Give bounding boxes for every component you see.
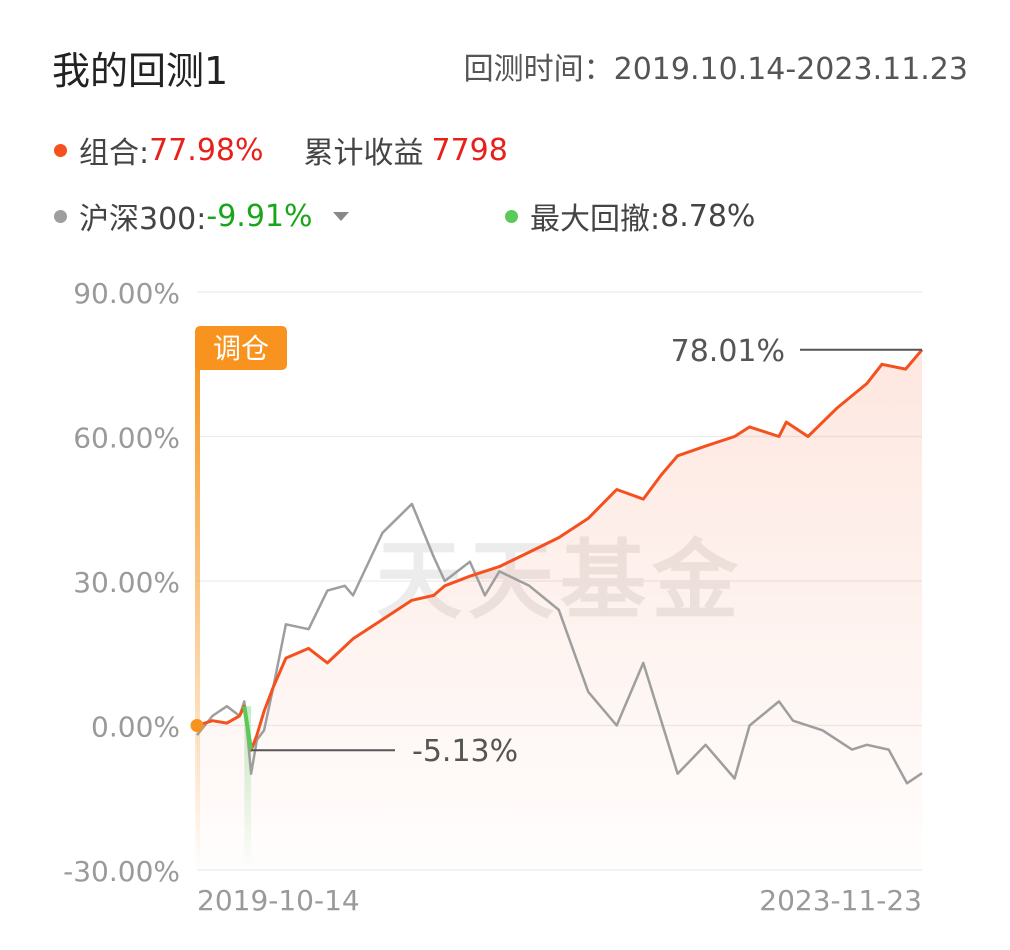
- drawdown-label: 最大回撤:: [530, 202, 661, 237]
- backtest-period: 回测时间：2019.10.14-2023.11.23: [464, 44, 968, 88]
- caret-down-icon[interactable]: [332, 211, 349, 221]
- benchmark-value: -9.91%: [206, 198, 313, 234]
- y-tick-label: 60.00%: [73, 422, 180, 455]
- portfolio-label: 组合:: [79, 136, 150, 171]
- benchmark-dot-icon: [54, 209, 67, 223]
- rebalance-tag: [195, 326, 287, 370]
- portfolio-value: 77.98%: [149, 132, 264, 168]
- drawdown-legend-row: 最大回撤: 8.78%: [505, 194, 755, 238]
- period-value: 2019.10.14-2023.11.23: [613, 52, 968, 87]
- x-tick-label: 2023-11-23: [759, 884, 922, 917]
- portfolio-legend-row: 组合: 77.98% 累计收益 7798: [54, 128, 508, 172]
- backtest-chart: 90.00% 60.00% 30.00% 0.00% -30.00% 2019-10-14…: [63, 277, 924, 917]
- y-tick-label: 0.00%: [91, 711, 180, 744]
- rebalance-label: 调仓: [213, 332, 269, 365]
- cumulative-label: 累计收益: [303, 136, 424, 171]
- y-tick-label: 30.00%: [73, 566, 180, 599]
- drawdown-value: 8.78%: [660, 198, 756, 234]
- page-title: 我的回测1: [52, 49, 229, 93]
- drawdown-shade: [244, 706, 252, 870]
- y-tick-label: 90.00%: [73, 277, 180, 310]
- benchmark-line: [196, 502, 923, 785]
- x-tick-label: 2019-10-14: [197, 884, 360, 917]
- annotation-label-min: -5.13%: [412, 734, 518, 769]
- benchmark-legend-row[interactable]: 沪深300: -9.91%: [54, 194, 349, 238]
- drawdown-dot-icon: [505, 209, 518, 223]
- start-point: [190, 719, 204, 732]
- portfolio-line: [196, 348, 924, 752]
- benchmark-label: 沪深300:: [79, 202, 207, 237]
- y-tick-label: -30.00%: [63, 855, 180, 888]
- period-label: 回测时间：: [463, 52, 614, 87]
- annotation-label-end: 78.01%: [671, 334, 785, 369]
- drawdown-segment: [242, 705, 254, 751]
- cumulative-value: 7798: [431, 132, 508, 168]
- portfolio-dot-icon: [54, 143, 67, 157]
- rebalance-bar: [195, 345, 200, 870]
